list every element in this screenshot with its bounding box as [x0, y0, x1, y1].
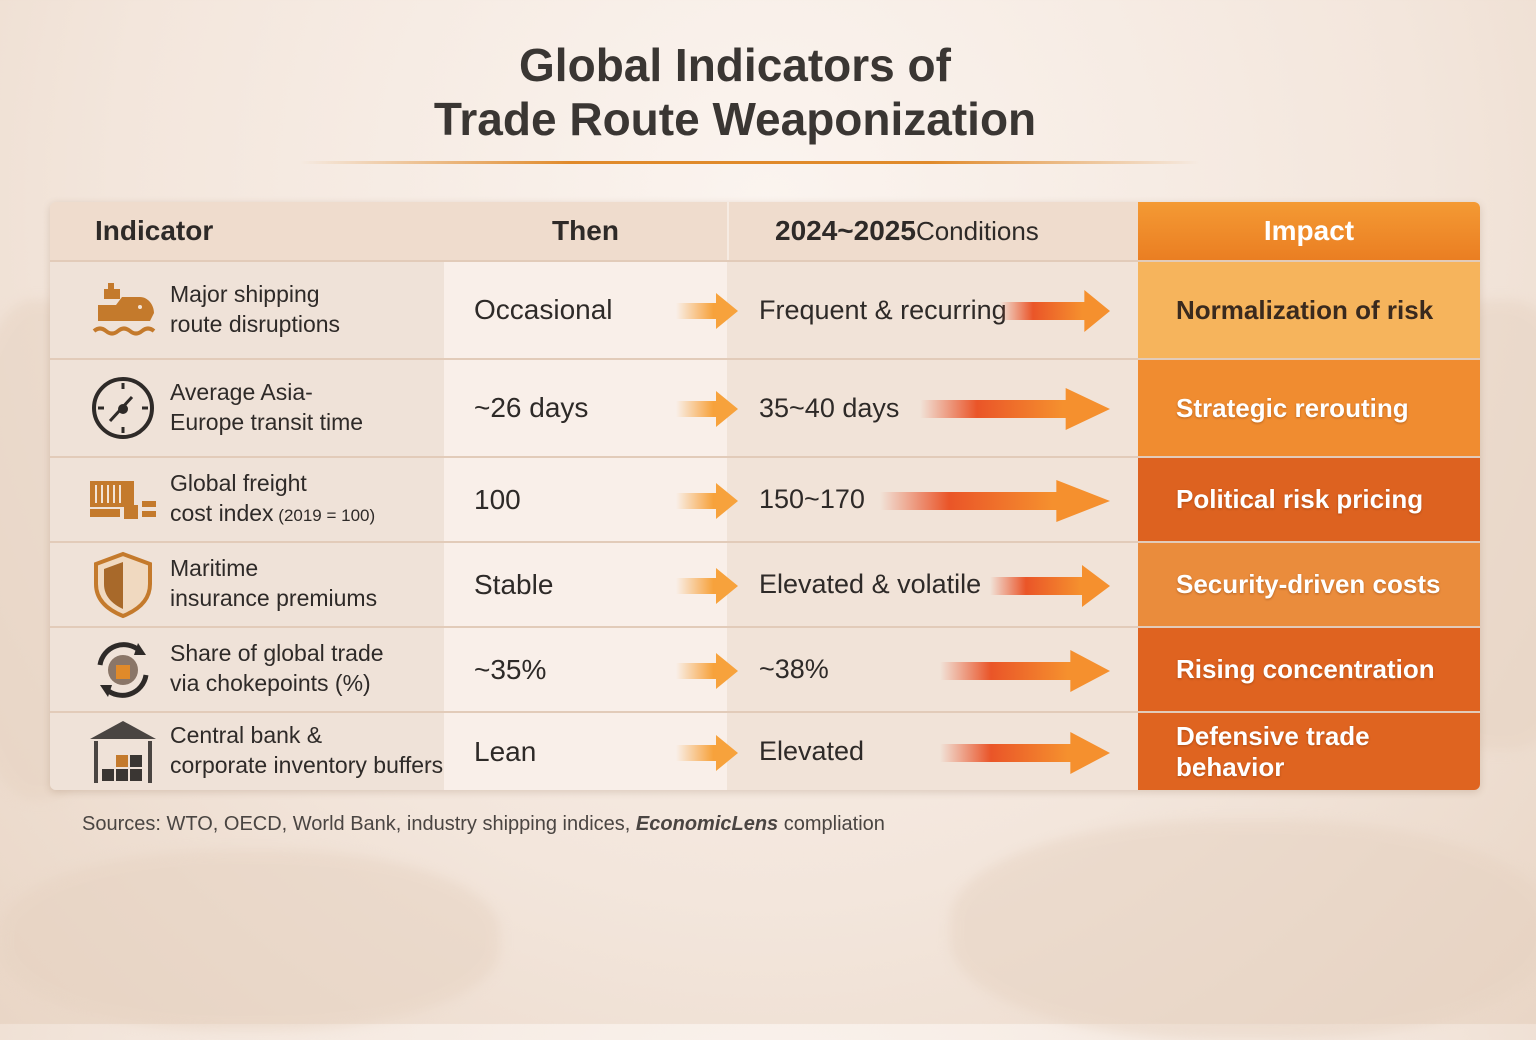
page-title: Global Indicators of Trade Route Weaponiz…: [433, 39, 1037, 145]
arrow-right-icon: [990, 564, 1110, 607]
indicator-name: Share of global trade: [170, 640, 384, 666]
conditions-value: Frequent & recurring: [727, 262, 1138, 358]
impact-value: Rising concentration: [1138, 628, 1480, 711]
arrow-right-icon: [920, 388, 1110, 430]
indicator-subname: insurance premiums: [170, 585, 378, 611]
map-background: [0, 850, 500, 1030]
table-row: Maritime insurance premiums Stable Elevat…: [50, 541, 1480, 626]
indicator-name: Global freight: [170, 470, 307, 496]
impact-value: Normalization of risk: [1138, 262, 1480, 358]
table-row: Average Asia- Europe transit time ~26 day…: [50, 358, 1480, 456]
arrow-right-icon: [940, 731, 1110, 774]
ship-icon: [88, 275, 158, 345]
indicator-subname: cost index (2019 = 100): [170, 500, 376, 526]
indicator-subname: route disruptions: [170, 310, 341, 337]
clock-icon: [88, 373, 158, 443]
indicator-cell: Share of global trade via chokepoints (%): [50, 628, 444, 711]
table-row: Global freight cost index (2019 = 100) 10…: [50, 456, 1480, 541]
shield-icon: [88, 550, 158, 620]
title-divider: [300, 161, 1200, 164]
arrow-right-icon: [880, 479, 1110, 522]
indicator-subname: corporate inventory buffers: [170, 752, 444, 778]
indicator-name: Central bank &: [170, 722, 323, 748]
header-indicator: Indicator: [50, 202, 444, 260]
arrow-right-icon: [676, 391, 738, 427]
arrow-right-icon: [1000, 290, 1110, 332]
warehouse-icon: [88, 717, 158, 787]
impact-value: Political risk pricing: [1138, 458, 1480, 541]
arrow-right-icon: [676, 567, 738, 604]
impact-value: Strategic rerouting: [1138, 360, 1480, 456]
indicator-subname: Europe transit time: [170, 408, 364, 435]
indicator-cell: Maritime insurance premiums: [50, 543, 444, 626]
sources-note: Sources: WTO, OECD, World Bank, industry…: [82, 813, 885, 835]
globe-cycle-icon: [88, 635, 158, 705]
arrow-right-icon: [676, 652, 738, 689]
table-row: Share of global trade via chokepoints (%)…: [50, 626, 1480, 711]
then-value: Stable: [444, 543, 727, 626]
containers-icon: [88, 465, 158, 535]
map-background: [950, 820, 1536, 1040]
impact-value: Security-driven costs: [1138, 543, 1480, 626]
then-value: ~35%: [444, 628, 727, 711]
indicator-subname: via chokepoints (%): [170, 670, 371, 696]
indicator-cell: Global freight cost index (2019 = 100): [50, 458, 444, 541]
indicator-cell: Major shipping route disruptions: [50, 262, 444, 358]
indicator-name: Maritime: [170, 555, 259, 581]
indicator-cell: Average Asia- Europe transit time: [50, 360, 444, 456]
header-impact: Impact: [1138, 202, 1480, 260]
table-row: Major shipping route disruptions Occasion…: [50, 260, 1480, 358]
indicator-cell: Central bank & corporate inventory buffer…: [50, 713, 444, 790]
indicator-name: Average Asia-: [170, 378, 313, 405]
arrow-right-icon: [940, 649, 1110, 692]
indicator-name: Major shipping: [170, 280, 320, 307]
impact-value: Defensive trade behavior: [1138, 713, 1480, 790]
indicators-table: Indicator Then 2024~2025 Conditions Impa…: [50, 202, 1480, 790]
header-conditions: 2024~2025 Conditions: [727, 202, 1138, 260]
header-then: Then: [444, 202, 727, 260]
table-row: Central bank & corporate inventory buffer…: [50, 711, 1480, 790]
arrow-right-icon: [676, 293, 738, 329]
arrow-right-icon: [676, 734, 738, 771]
arrow-right-icon: [676, 482, 738, 519]
